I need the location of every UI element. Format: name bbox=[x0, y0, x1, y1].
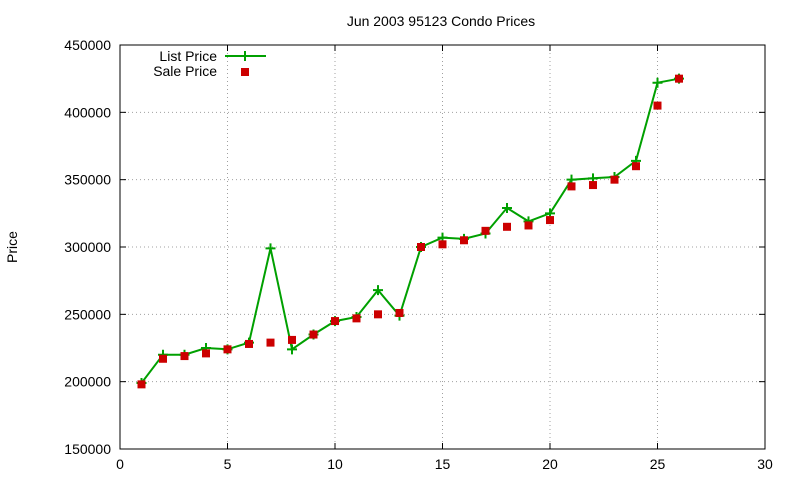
legend-marker-list-price bbox=[240, 51, 250, 61]
sale-price-point bbox=[567, 182, 576, 191]
sale-price-point bbox=[632, 162, 640, 171]
series-layer bbox=[136, 73, 684, 389]
x-tick-label: 20 bbox=[542, 456, 558, 472]
y-axis-label: Price bbox=[4, 231, 20, 263]
sale-price-point bbox=[481, 226, 490, 235]
sale-price-point bbox=[374, 310, 382, 319]
legend-label-list-price: List Price bbox=[159, 48, 217, 64]
sale-price-point bbox=[653, 101, 662, 110]
y-tick-label: 300000 bbox=[64, 239, 111, 255]
legend-label-sale-price: Sale Price bbox=[153, 63, 217, 79]
series-line-list-price bbox=[140, 77, 680, 384]
sale-price-point bbox=[417, 243, 425, 251]
sale-price-point bbox=[460, 236, 468, 245]
sale-price-point bbox=[395, 308, 404, 317]
sale-price-point bbox=[546, 216, 554, 225]
y-tick-label: 250000 bbox=[64, 306, 111, 322]
chart-title: Jun 2003 95123 Condo Prices bbox=[347, 13, 535, 29]
x-tick-label: 30 bbox=[757, 456, 773, 472]
list-price-point bbox=[265, 243, 276, 254]
y-tick-label: 350000 bbox=[64, 172, 111, 188]
sale-price-point bbox=[245, 339, 253, 348]
sale-price-point bbox=[352, 314, 361, 323]
sale-price-point bbox=[137, 380, 146, 389]
legend-marker-sale-price bbox=[241, 68, 249, 76]
sale-price-point bbox=[223, 345, 232, 354]
sale-price-point bbox=[503, 222, 511, 231]
sale-price-point bbox=[438, 240, 447, 249]
sale-price-point bbox=[202, 349, 210, 358]
sale-price-point bbox=[288, 335, 296, 344]
sale-price-point bbox=[331, 317, 339, 326]
list-price-point bbox=[287, 344, 297, 355]
x-tick-label: 5 bbox=[224, 456, 232, 472]
sale-price-point bbox=[524, 221, 533, 230]
sale-price-point bbox=[675, 74, 683, 83]
x-tick-label: 10 bbox=[327, 456, 343, 472]
x-tick-label: 0 bbox=[116, 456, 124, 472]
y-tick-label: 400000 bbox=[64, 104, 111, 120]
list-price-point bbox=[502, 202, 512, 213]
grid-layer bbox=[120, 45, 765, 449]
y-tick-label: 200000 bbox=[64, 374, 111, 390]
sale-price-point bbox=[309, 330, 318, 339]
sale-price-point bbox=[180, 352, 189, 361]
x-tick-label: 25 bbox=[650, 456, 666, 472]
sale-price-point bbox=[266, 338, 275, 347]
sale-price-point bbox=[610, 175, 619, 184]
list-price-point bbox=[652, 77, 663, 88]
sale-price-point bbox=[589, 181, 597, 190]
x-tick-label: 15 bbox=[435, 456, 451, 472]
y-tick-label: 150000 bbox=[64, 441, 111, 457]
sale-price-point bbox=[159, 354, 167, 363]
axes-layer: 0 5 10 15 20 25 30 150000 200000 250000 300000 3500… bbox=[64, 37, 773, 472]
y-tick-label: 450000 bbox=[64, 37, 111, 53]
list-price-point bbox=[373, 285, 383, 296]
